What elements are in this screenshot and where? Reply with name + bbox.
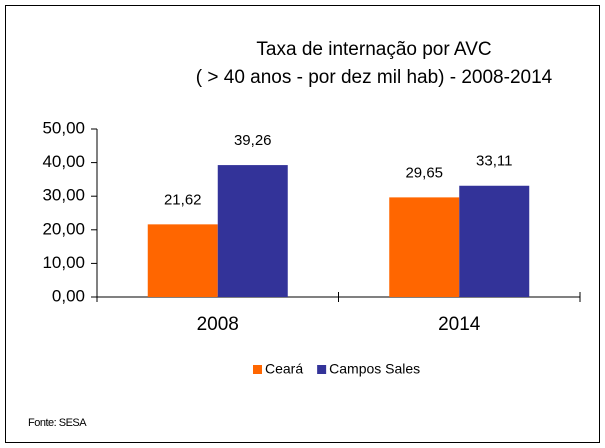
chart-subtitle: ( > 40 anos - por dez mil hab) - 2008-20… bbox=[196, 67, 553, 88]
y-tick-label: 40,00 bbox=[42, 152, 85, 171]
x-tick-label: 2008 bbox=[197, 314, 239, 335]
chart-title: Taxa de internação por AVC bbox=[256, 39, 491, 60]
source-note: Fonte: SESA bbox=[28, 417, 87, 429]
bar bbox=[389, 197, 460, 297]
legend-label: Campos Sales bbox=[329, 361, 420, 377]
y-tick-label: 10,00 bbox=[42, 253, 85, 272]
y-tick-label: 0,00 bbox=[52, 286, 85, 305]
x-tick-label: 2014 bbox=[438, 314, 481, 335]
legend-swatch bbox=[317, 365, 327, 374]
data-label: 29,65 bbox=[405, 164, 443, 181]
y-tick-label: 50,00 bbox=[42, 118, 85, 137]
y-tick-label: 30,00 bbox=[42, 186, 85, 205]
bar bbox=[217, 165, 288, 297]
legend-label: Ceará bbox=[265, 361, 303, 377]
data-label: 33,11 bbox=[476, 153, 512, 170]
bar bbox=[459, 185, 530, 297]
legend-swatch bbox=[253, 365, 262, 374]
data-label: 39,26 bbox=[234, 132, 272, 149]
bar bbox=[147, 224, 218, 297]
data-label: 21,62 bbox=[164, 191, 202, 208]
y-tick-label: 20,00 bbox=[42, 219, 85, 238]
